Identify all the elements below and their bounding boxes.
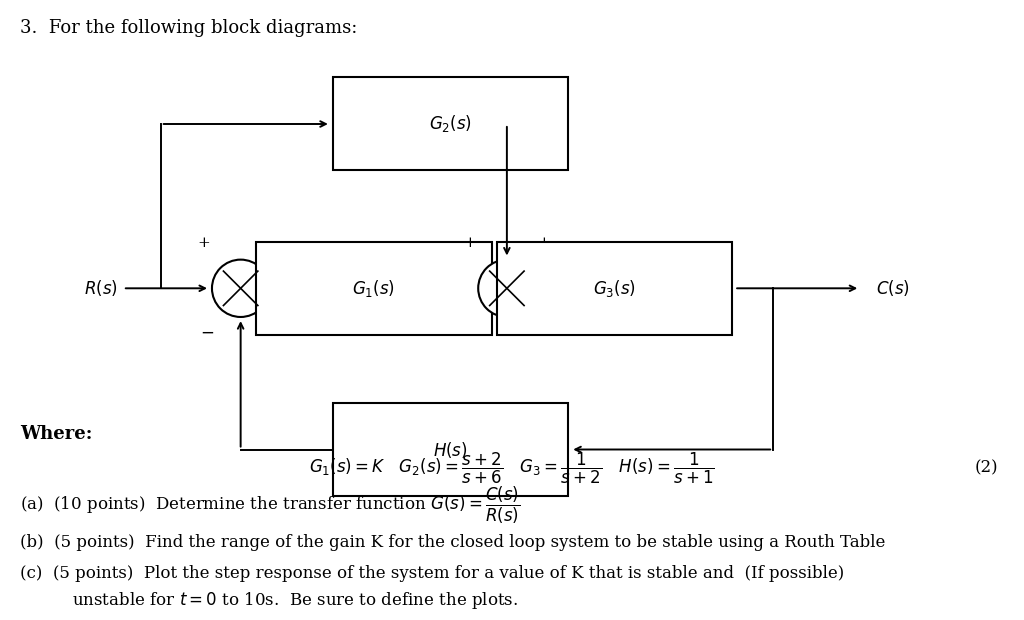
FancyBboxPatch shape — [497, 242, 732, 335]
Text: $G_1(s) = K \quad G_2(s) = \dfrac{s+2}{s+6} \quad G_3 = \dfrac{1}{s+2} \quad H(s: $G_1(s) = K \quad G_2(s) = \dfrac{s+2}{s… — [309, 451, 715, 485]
Text: $-$: $-$ — [200, 323, 214, 340]
Text: $C(s)$: $C(s)$ — [876, 278, 909, 298]
FancyBboxPatch shape — [333, 78, 568, 170]
Text: 3.  For the following block diagrams:: 3. For the following block diagrams: — [20, 19, 357, 37]
Text: +: + — [198, 236, 210, 250]
Text: $G_1(s)$: $G_1(s)$ — [352, 278, 395, 299]
Text: (b)  (5 points)  Find the range of the gain K for the closed loop system to be s: (b) (5 points) Find the range of the gai… — [20, 534, 886, 551]
Text: (a)  (10 points)  Determine the transfer function $G(s) = \dfrac{C(s)}{R(s)}$: (a) (10 points) Determine the transfer f… — [20, 485, 521, 526]
Text: (2): (2) — [975, 459, 998, 477]
Text: +: + — [538, 236, 550, 250]
Text: unstable for $t = 0$ to 10s.  Be sure to define the plots.: unstable for $t = 0$ to 10s. Be sure to … — [72, 590, 518, 611]
Text: $H(s)$: $H(s)$ — [433, 440, 468, 459]
Text: Where:: Where: — [20, 425, 93, 443]
Text: (c)  (5 points)  Plot the step response of the system for a value of K that is s: (c) (5 points) Plot the step response of… — [20, 565, 845, 582]
FancyBboxPatch shape — [256, 242, 492, 335]
Text: $R(s)$: $R(s)$ — [84, 278, 118, 298]
Ellipse shape — [478, 260, 536, 317]
Text: $E(s)$: $E(s)$ — [295, 253, 328, 273]
FancyBboxPatch shape — [333, 403, 568, 496]
Text: $G_2(s)$: $G_2(s)$ — [429, 113, 472, 135]
Ellipse shape — [212, 260, 269, 317]
Text: +: + — [464, 236, 476, 250]
Text: $G_3(s)$: $G_3(s)$ — [593, 278, 636, 299]
